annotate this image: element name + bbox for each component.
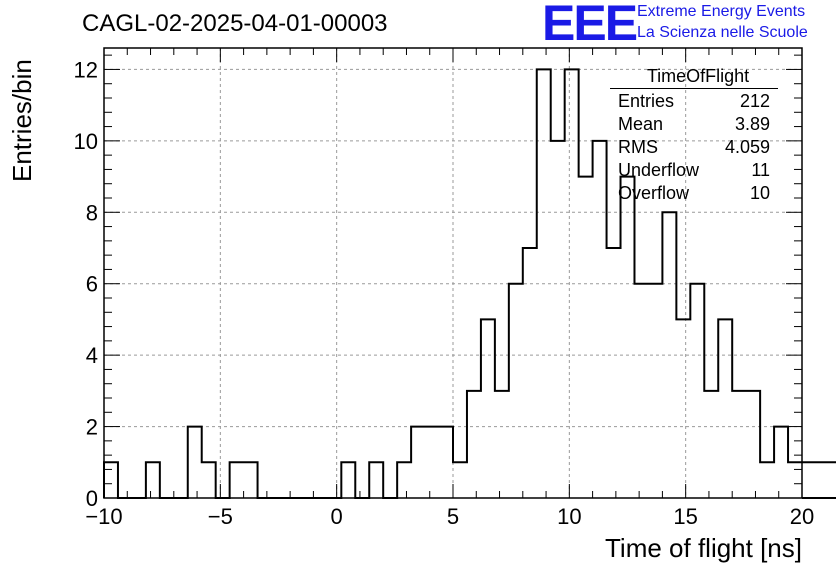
tick-labels: −10 −5 0 5 10 15 20 0 2 4 6 8 10 12 [74, 57, 815, 529]
stats-box: TimeOfFlight Entries 212 Mean 3.89 RMS 4… [610, 66, 778, 206]
stats-box-title: TimeOfFlight [610, 66, 778, 89]
histogram-bin [467, 391, 481, 498]
histogram-bin [830, 462, 836, 498]
logo-text-line1: Extreme Energy Events [637, 3, 806, 20]
histogram-bin [816, 462, 830, 498]
histogram-bin [593, 141, 607, 498]
stats-row-mean: Mean 3.89 [610, 114, 778, 137]
histogram-bin [704, 391, 718, 498]
histogram-bin [439, 427, 453, 498]
histogram-bin [676, 319, 690, 498]
stats-value: 3.89 [734, 114, 770, 134]
histogram-bin [425, 427, 439, 498]
histogram-bin [621, 177, 635, 498]
stats-label: Underflow [618, 160, 700, 180]
histogram-bin [788, 462, 802, 498]
histogram-bin [551, 141, 565, 498]
histogram-bin [802, 462, 816, 498]
histogram-bin [760, 462, 774, 498]
y-tick-label: 2 [86, 415, 98, 440]
histogram-bin [411, 427, 425, 498]
histogram-bin [495, 391, 509, 498]
histogram-bin [509, 284, 523, 498]
histogram-bin [188, 427, 202, 498]
x-tick-label: 10 [557, 504, 581, 529]
histogram-bin [648, 284, 662, 498]
stats-row-overflow: Overflow 10 [610, 183, 778, 206]
y-tick-label: 12 [74, 57, 98, 82]
eee-logo-mark: EEE [542, 0, 638, 51]
histogram-bin [244, 462, 258, 498]
histogram-bin [481, 319, 495, 498]
histogram-bin [341, 462, 355, 498]
x-axis-label: Time of flight [ns] [605, 533, 802, 563]
y-tick-label: 8 [86, 200, 98, 225]
plot-title: CAGL-02-2025-04-01-00003 [82, 10, 388, 37]
histogram-bin [634, 284, 648, 498]
histogram-bin [104, 462, 118, 498]
y-axis-label: Entries/bin [7, 59, 37, 182]
histogram-bin [732, 391, 746, 498]
y-tick-label: 10 [74, 129, 98, 154]
stats-label: Mean [618, 114, 664, 134]
stats-value: 11 [751, 160, 770, 180]
stats-row-entries: Entries 212 [610, 91, 778, 114]
x-tick-label: 20 [790, 504, 814, 529]
histogram-bin [718, 319, 732, 498]
logo-text-line2: La Scienza nelle Scuole [637, 24, 808, 41]
x-tick-label: 0 [331, 504, 343, 529]
y-tick-label: 0 [86, 486, 98, 511]
x-tick-label: −10 [85, 504, 122, 529]
stats-value: 4.059 [724, 137, 770, 157]
histogram-bin [146, 462, 160, 498]
stats-value: 10 [749, 183, 770, 203]
y-axis-label-container: Entries/bin [0, 59, 40, 210]
stats-label: RMS [618, 137, 658, 157]
histogram-bin [397, 462, 411, 498]
x-tick-label: 15 [673, 504, 697, 529]
stats-label: Overflow [618, 183, 690, 203]
histogram-bin [369, 462, 383, 498]
histogram-bin [690, 284, 704, 498]
x-tick-label: 5 [447, 504, 459, 529]
histogram-bin [202, 462, 216, 498]
histogram-bin [453, 462, 467, 498]
histogram-bin [746, 391, 760, 498]
histogram-bin [774, 427, 788, 498]
stats-value: 212 [739, 91, 770, 111]
histogram-bin [579, 177, 593, 498]
histogram-bin [230, 462, 244, 498]
stats-label: Entries [618, 91, 675, 111]
stats-row-rms: RMS 4.059 [610, 137, 778, 160]
stats-row-underflow: Underflow 11 [610, 160, 778, 183]
y-tick-label: 4 [86, 343, 98, 368]
y-tick-label: 6 [86, 272, 98, 297]
histogram-outline [103, 68, 836, 499]
x-tick-label: −5 [208, 504, 233, 529]
histogram-bin [607, 248, 621, 498]
histogram-bin [523, 248, 537, 498]
